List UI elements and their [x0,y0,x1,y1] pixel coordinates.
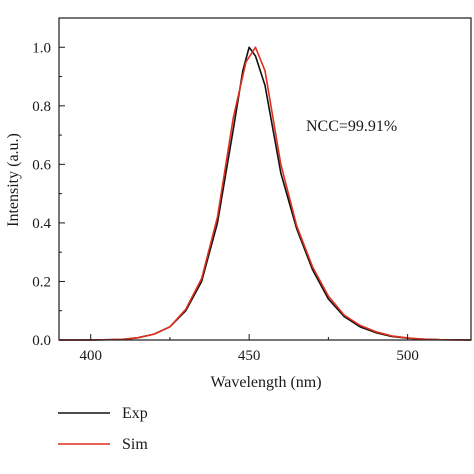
legend-label-exp: Exp [122,405,148,422]
annotation-ncc: NCC=99.91% [306,118,397,135]
series-line-sim [59,46,472,341]
y-axis-title: Intensity (a.u.) [5,133,22,227]
y-tick-label-2: 0.4 [32,216,51,232]
series-line-exp [59,46,472,341]
plot-frame [58,17,472,341]
x-axis-title: Wavelength (nm) [210,374,321,391]
x-tick-label-400: 400 [79,348,102,364]
x-tick-label-500: 500 [396,348,419,364]
y-tick-label-5: 1.0 [32,40,51,56]
x-tick-label-450: 450 [238,348,261,364]
legend-label-sim: Sim [122,436,148,453]
y-tick-label-1: 0.2 [32,274,51,290]
legend: Exp Sim [58,405,148,453]
y-tick-label-0: 0.0 [32,333,51,349]
y-tick-label-4: 0.8 [32,99,51,115]
y-tick-label-3: 0.6 [32,157,51,173]
